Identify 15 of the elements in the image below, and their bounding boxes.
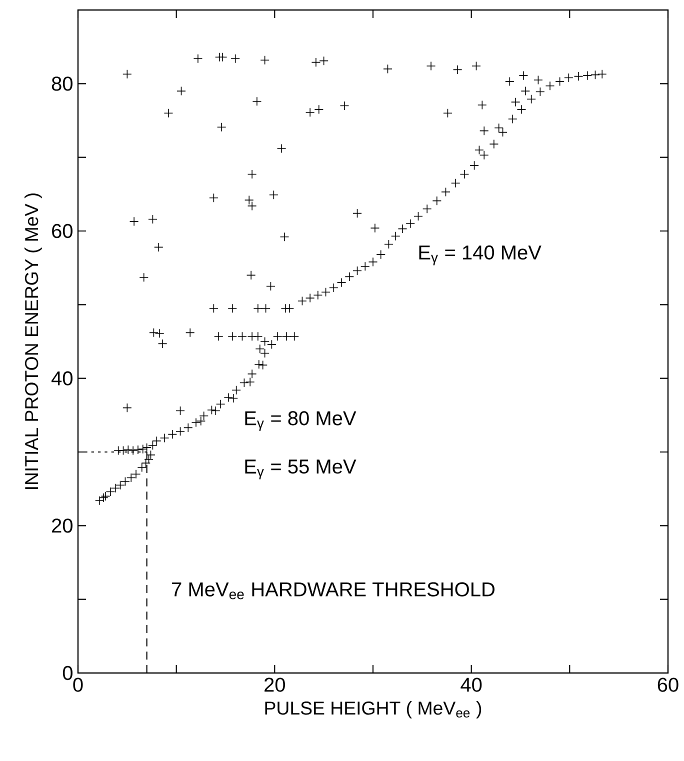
annotation: 7 MeV$_{ee}$ HARDWARE THRESHOLD [172,582,495,600]
x-tick-label: 40 [460,678,482,692]
y-tick-label: 40 [52,371,73,386]
annotation: E$_{γ}$ = 140 MeV [420,245,542,266]
y-tick-label: 60 [52,224,73,238]
y-tick-label: 80 [52,76,73,91]
x-tick-label: 60 [658,678,679,692]
y-tick-label: 20 [52,518,73,533]
y-axis-title: INITIAL PROTON ENERGY ( MeV ) [24,193,42,489]
annotation: E$_{γ}$ = 80 MeV [245,411,356,431]
x-tick-label: 20 [264,678,286,692]
x-tick-label: 0 [73,678,83,692]
annotation: E$_{γ}$ = 55 MeV [245,460,356,480]
x-axis-title: PULSE HEIGHT ( MeV$_{ee}$ ) [265,701,482,718]
y-tick-label: 0 [63,666,73,680]
